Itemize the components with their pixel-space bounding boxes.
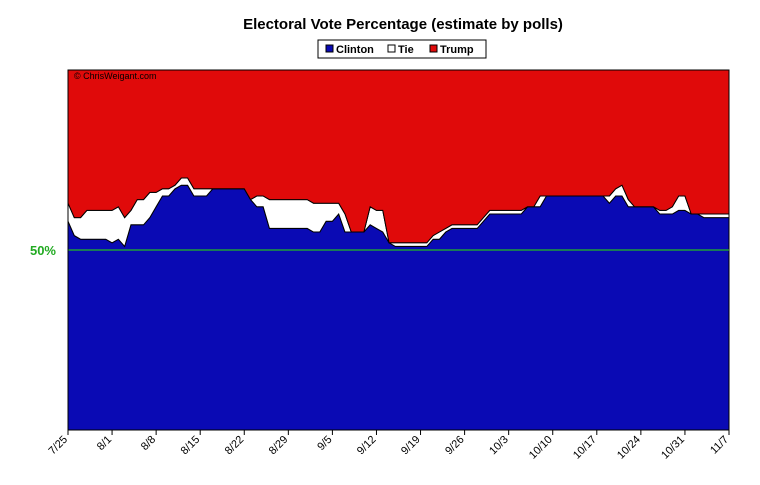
- legend-label: Trump: [440, 44, 474, 56]
- x-tick-label: 11/7: [708, 434, 731, 457]
- y-tick-label: 50%: [30, 243, 56, 258]
- x-tick-label: 10/24: [615, 434, 643, 462]
- area: [67, 69, 730, 244]
- legend-swatch: [387, 44, 396, 53]
- x-tick-label: 9/5: [315, 434, 334, 453]
- x-tick-label: 7/25: [46, 434, 70, 458]
- x-tick-label: 9/26: [443, 434, 467, 458]
- x-tick-label: 10/3: [487, 434, 511, 458]
- x-tick-label: 9/12: [355, 434, 379, 458]
- legend-swatch: [325, 44, 334, 53]
- annotation: © ChrisWeigant.com: [74, 71, 157, 81]
- x-tick-label: 10/17: [571, 434, 599, 462]
- legend-box: [317, 39, 487, 59]
- x-tick-label: 8/29: [267, 434, 291, 458]
- x-tick-label: 8/8: [139, 434, 158, 453]
- x-tick-label: 9/19: [399, 434, 423, 458]
- chart-title: Electoral Vote Percentage (estimate by p…: [243, 16, 563, 33]
- legend-label: Tie: [398, 44, 414, 56]
- x-tick-label: 10/10: [527, 434, 555, 462]
- x-tick-label: 8/15: [179, 434, 203, 458]
- x-tick-label: 10/31: [659, 434, 687, 462]
- legend-swatch: [429, 44, 438, 53]
- x-tick-label: 8/22: [223, 434, 247, 458]
- x-tick-label: 8/1: [95, 434, 114, 453]
- legend-label: Clinton: [336, 44, 374, 56]
